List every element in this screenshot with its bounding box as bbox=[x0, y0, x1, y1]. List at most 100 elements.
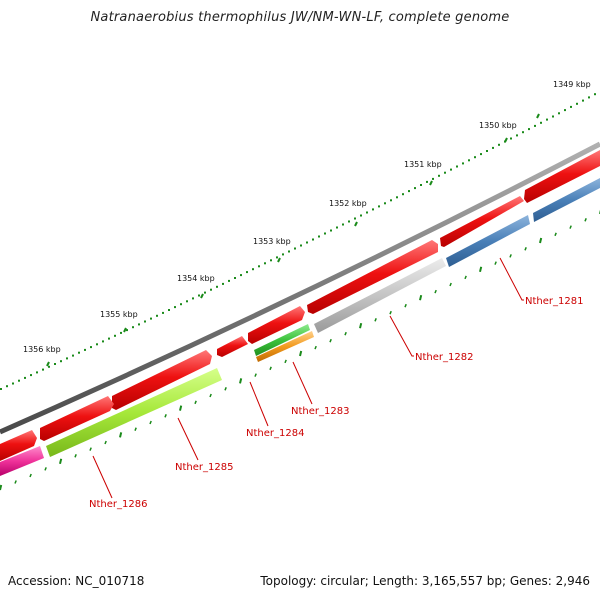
ruler-minor-tick bbox=[186, 300, 188, 303]
ruler-minor-tick bbox=[84, 348, 86, 351]
gene-bar-magenta bbox=[0, 446, 44, 476]
ruler-minor-tick bbox=[258, 265, 260, 268]
ruler-minor-tick bbox=[132, 326, 134, 329]
ruler-minor-tick bbox=[252, 268, 254, 271]
ruler-minor-tick bbox=[438, 174, 440, 177]
cds-arrow bbox=[112, 350, 212, 410]
inner-ring-tick bbox=[89, 447, 92, 451]
ruler-minor-tick bbox=[156, 314, 158, 317]
gene-bar-blue bbox=[533, 178, 600, 222]
ruler-minor-tick bbox=[174, 306, 176, 309]
inner-ring-tick bbox=[164, 414, 167, 418]
ruler-minor-tick bbox=[564, 109, 566, 112]
inner-ring-tick bbox=[179, 405, 183, 411]
gene-label-nther-1286: Nther_1286 bbox=[89, 499, 147, 510]
ruler-minor-tick bbox=[240, 274, 242, 277]
genome-backbone bbox=[0, 141, 600, 435]
ruler-minor-tick bbox=[492, 146, 494, 149]
inner-ring-tick bbox=[14, 480, 17, 484]
ruler-major-tick bbox=[123, 327, 127, 333]
ruler-minor-tick bbox=[228, 279, 230, 282]
ruler-minor-tick bbox=[414, 187, 416, 190]
ruler-minor-tick bbox=[390, 199, 392, 202]
ruler-minor-tick bbox=[408, 190, 410, 193]
gene-label-nther-1283: Nther_1283 bbox=[291, 406, 349, 417]
ruler-minor-tick bbox=[264, 262, 266, 265]
kbp-ruler: 1349 kbp 1350 kbp 1351 kbp 1352 kbp 1353… bbox=[0, 80, 596, 390]
ruler-minor-tick bbox=[354, 217, 356, 220]
ruler-minor-tick bbox=[162, 311, 164, 314]
inner-ring-tick bbox=[434, 289, 437, 294]
ruler-minor-tick bbox=[558, 112, 560, 115]
callout-line bbox=[177, 417, 199, 461]
ruler-minor-tick bbox=[222, 282, 224, 285]
ruler-minor-tick bbox=[120, 331, 122, 334]
ruler-minor-tick bbox=[372, 208, 374, 211]
ruler-minor-tick bbox=[282, 253, 284, 256]
kbp-label: 1352 kbp bbox=[329, 199, 367, 208]
inner-ring-tick bbox=[209, 393, 212, 398]
gene-label-nther-1284: Nther_1284 bbox=[246, 428, 304, 439]
callout-line bbox=[292, 361, 313, 405]
inner-ring-tick bbox=[329, 338, 332, 343]
ruler-major-tick bbox=[46, 361, 50, 367]
inner-ring-tick bbox=[524, 247, 527, 251]
ruler-minor-tick bbox=[126, 329, 128, 332]
ruler-minor-tick bbox=[300, 244, 302, 247]
gene-bar-lime bbox=[46, 368, 222, 457]
inner-gene-tracks bbox=[0, 178, 600, 476]
ruler-minor-tick bbox=[432, 177, 434, 180]
inner-ring-tick bbox=[584, 218, 587, 222]
gene-bar-green bbox=[254, 324, 310, 356]
ruler-minor-tick bbox=[534, 124, 536, 127]
ruler-minor-tick bbox=[180, 303, 182, 306]
inner-ring-tick bbox=[119, 432, 123, 438]
ruler-minor-tick bbox=[546, 118, 548, 121]
ruler-minor-tick bbox=[306, 241, 308, 244]
ruler-minor-tick bbox=[396, 196, 398, 199]
ruler-minor-tick bbox=[540, 121, 542, 124]
inner-ring-tick bbox=[74, 454, 77, 458]
ruler-minor-tick bbox=[210, 288, 212, 291]
inner-ring-tick bbox=[104, 440, 107, 445]
ruler-minor-tick bbox=[528, 128, 530, 131]
ruler-minor-tick bbox=[66, 357, 68, 360]
ruler-major-tick bbox=[354, 221, 358, 227]
callout-line bbox=[389, 315, 414, 357]
ruler-minor-tick bbox=[192, 297, 194, 300]
ruler-minor-tick bbox=[570, 105, 572, 108]
ruler-minor-tick bbox=[36, 371, 38, 374]
ruler-minor-tick bbox=[474, 156, 476, 159]
ruler-minor-tick bbox=[114, 334, 116, 337]
inner-ring-tick bbox=[539, 237, 543, 244]
ruler-major-tick bbox=[277, 257, 281, 263]
ruler-minor-tick bbox=[462, 162, 464, 165]
inner-ring-tick bbox=[149, 420, 152, 425]
inner-ring-tick bbox=[389, 310, 392, 315]
accession-text: Accession: NC_010718 bbox=[8, 574, 145, 588]
inner-ring-tick bbox=[194, 400, 197, 405]
gene-bar-grey bbox=[314, 258, 446, 333]
callout-line bbox=[249, 381, 269, 427]
ruler-minor-tick bbox=[144, 320, 146, 323]
kbp-label: 1353 kbp bbox=[253, 237, 291, 246]
ruler-minor-tick bbox=[78, 351, 80, 354]
ruler-minor-tick bbox=[552, 115, 554, 118]
cds-arrow bbox=[40, 396, 114, 441]
ruler-minor-tick bbox=[420, 184, 422, 186]
ruler-minor-tick bbox=[330, 229, 332, 232]
inner-ring-tick bbox=[0, 484, 3, 491]
gene-bar-orange bbox=[256, 331, 314, 362]
kbp-label: 1355 kbp bbox=[100, 310, 138, 319]
inner-ring-tick bbox=[299, 350, 303, 357]
ruler-minor-tick bbox=[48, 365, 50, 368]
ruler-minor-tick bbox=[168, 309, 170, 311]
gene-label-nther-1285: Nther_1285 bbox=[175, 462, 233, 473]
ruler-minor-tick bbox=[360, 214, 362, 217]
gene-label-nther-1281: Nther_1281 bbox=[525, 296, 583, 307]
inner-ring-tick bbox=[59, 458, 63, 465]
cds-arrow bbox=[307, 240, 438, 314]
ruler-minor-tick bbox=[324, 232, 326, 235]
ruler-minor-ticks bbox=[0, 93, 596, 390]
